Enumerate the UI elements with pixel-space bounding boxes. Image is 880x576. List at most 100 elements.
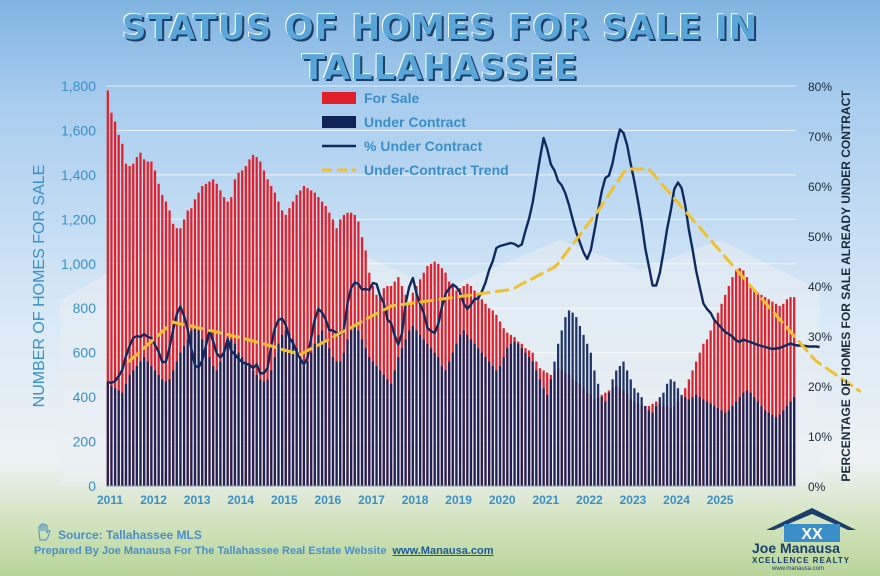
for-sale-bar: [306, 188, 309, 486]
under-contract-bar: [448, 361, 451, 486]
under-contract-bar: [270, 370, 273, 486]
for-sale-bar: [745, 277, 749, 486]
for-sale-bar: [135, 157, 138, 486]
under-contract-bar: [331, 357, 335, 486]
under-contract-bar: [764, 410, 767, 486]
for-sale-bar: [339, 219, 342, 487]
under-contract-bar: [782, 410, 785, 486]
legend: For Sale Under Contract % Under Contract Un…: [322, 90, 509, 178]
under-contract-bar: [179, 352, 182, 486]
y-tick-label: 400: [73, 389, 97, 405]
under-contract-bar: [611, 379, 614, 486]
for-sale-bar: [113, 121, 117, 487]
y-tick-label: 1,600: [61, 122, 96, 138]
under-contract-bar: [647, 410, 651, 486]
x-tick-label: 2023: [620, 493, 647, 507]
under-contract-bar: [219, 361, 222, 486]
under-contract-bar: [785, 406, 789, 486]
for-sale-bar: [121, 143, 124, 486]
under-contract-bar: [582, 334, 585, 486]
under-contract-bar: [172, 370, 175, 486]
under-contract-bar: [622, 361, 625, 486]
under-contract-bar: [426, 343, 429, 486]
under-contract-bar: [299, 357, 302, 486]
under-contract-bar: [695, 394, 698, 486]
website-link[interactable]: www.Manausa.com: [392, 545, 494, 557]
x-tick-label: 2014: [227, 493, 254, 507]
for-sale-bar: [233, 179, 237, 487]
under-contract-bar: [488, 361, 491, 486]
under-contract-bar: [716, 408, 720, 486]
under-contract-bar: [778, 414, 781, 486]
for-sale-bar: [204, 183, 207, 486]
under-contract-bar: [251, 370, 255, 486]
for-sale-bar: [161, 194, 164, 486]
under-contract-bar: [320, 330, 324, 486]
bars: [106, 90, 796, 487]
under-contract-bar: [215, 370, 218, 486]
under-contract-bar: [640, 397, 643, 486]
for-sale-bar: [248, 159, 251, 487]
for-sale-bar: [175, 228, 178, 486]
for-sale-bar: [164, 201, 168, 487]
under-contract-bar: [364, 348, 367, 486]
under-contract-bar: [705, 401, 709, 486]
under-contract-bar: [437, 357, 440, 486]
under-contract-bar: [495, 370, 498, 486]
under-contract-bar: [589, 352, 592, 486]
for-sale-bar: [128, 166, 131, 486]
under-contract-bar: [709, 403, 712, 486]
x-tick-label: 2020: [489, 493, 516, 507]
under-contract-bar: [749, 392, 752, 486]
under-contract-bar: [124, 383, 128, 486]
y-tick-label: 1,000: [61, 256, 96, 272]
for-sale-bar: [335, 228, 338, 486]
under-contract-bar: [458, 334, 462, 486]
for-sale-bar: [146, 161, 149, 487]
under-contract-bar: [143, 357, 146, 486]
under-contract-bar: [342, 352, 345, 486]
x-tick-label: 2012: [140, 493, 167, 507]
y2-tick-label: 30%: [808, 330, 832, 344]
page-title: STATUS OF HOMES FOR SALE IN TALLAHASSEE: [121, 8, 759, 88]
under-contract-bar: [509, 343, 513, 486]
for-sale-bar: [738, 268, 741, 486]
under-contract-bar: [684, 397, 687, 486]
under-contract-bar: [607, 392, 611, 486]
for-sale-bar: [764, 297, 767, 486]
under-contract-bar: [266, 379, 269, 486]
under-contract-bar: [774, 417, 778, 486]
under-contract-bar: [477, 348, 480, 486]
under-contract-bar: [357, 330, 360, 486]
for-sale-bar: [153, 170, 157, 486]
under-contract-bar: [546, 394, 549, 486]
for-sale-bar: [132, 163, 135, 486]
under-contract-bar: [113, 388, 117, 486]
for-sale-bar: [251, 154, 255, 486]
under-contract-bar: [440, 366, 444, 486]
for-sale-bar: [734, 270, 738, 486]
y2-tick-label: 80%: [808, 80, 832, 94]
source-note: Source: Tallahassee MLS: [58, 528, 202, 542]
for-sale-bar: [106, 90, 109, 486]
under-contract-bar: [662, 392, 665, 486]
under-contract-bar: [153, 370, 157, 486]
under-contract-bar: [150, 366, 153, 486]
for-sale-bar: [150, 161, 153, 487]
under-contract-bar: [665, 383, 669, 486]
under-contract-bar: [451, 352, 454, 486]
under-contract-bar: [379, 370, 382, 486]
under-contract-bar: [433, 352, 436, 486]
hand-icon: [38, 523, 51, 541]
under-contract-bar: [255, 374, 258, 486]
under-contract-bar: [393, 370, 396, 486]
under-contract-bar: [110, 386, 113, 486]
under-contract-bar: [578, 326, 582, 486]
under-contract-bar: [560, 330, 563, 486]
under-contract-bar: [190, 330, 193, 486]
for-sale-bar: [313, 192, 316, 486]
under-contract-bar: [604, 401, 607, 486]
axes: 0 200 400 600 800 1,000 1,200 1,400 1,600 1,800 0%…: [61, 78, 832, 507]
under-contract-bar: [466, 334, 469, 486]
under-contract-bar: [295, 348, 298, 486]
